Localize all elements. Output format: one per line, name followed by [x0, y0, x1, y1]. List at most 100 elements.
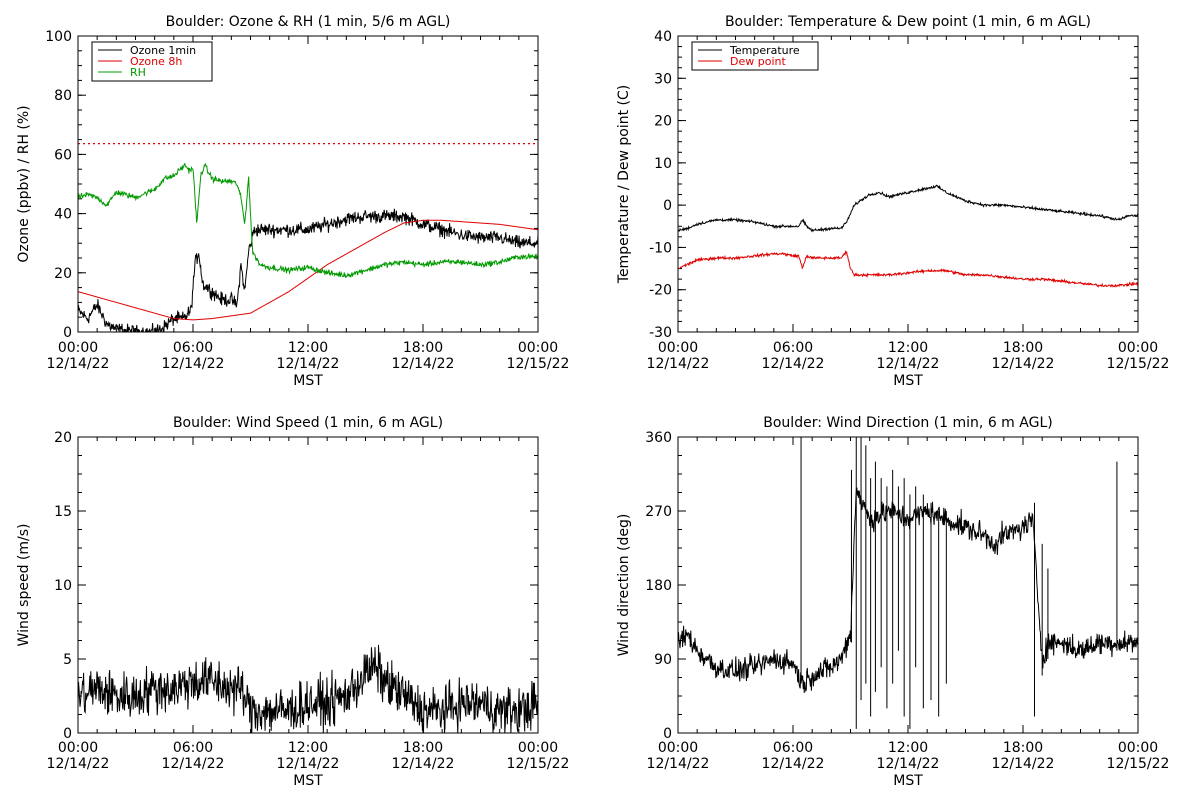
y-tick-label: 0: [63, 325, 72, 341]
plot-area: [78, 644, 538, 733]
x-tick-time-label: 00:00: [658, 740, 698, 756]
legend-label: Dew point: [730, 55, 786, 68]
legend-label: Ozone 8h: [130, 55, 182, 68]
y-tick-label: 10: [54, 578, 72, 594]
x-tick-time-label: 00:00: [58, 340, 98, 356]
plot-frame: [77, 35, 539, 333]
x-tick-date-label: 12/14/22: [392, 356, 455, 372]
legend-box: [691, 41, 819, 71]
plot-frame: [77, 436, 539, 734]
x-tick-date-label: 12/15/22: [507, 756, 570, 772]
y-axis-label: Ozone (ppbv) / RH (%): [16, 105, 32, 262]
x-axis-label: MST: [293, 773, 323, 789]
chart-title: Boulder: Wind Direction (1 min, 6 m AGL): [763, 415, 1052, 431]
plot-frame: [677, 436, 1139, 734]
x-tick-time-label: 06:00: [773, 740, 813, 756]
x-axis-label: MST: [893, 773, 923, 789]
x-tick-time-label: 18:00: [403, 740, 443, 756]
y-tick-label: 100: [45, 29, 72, 45]
y-tick-label: 40: [654, 29, 672, 45]
y-tick-label: 20: [654, 114, 672, 130]
x-tick-time-label: 00:00: [658, 340, 698, 356]
x-tick-date-label: 12/14/22: [877, 356, 940, 372]
y-tick-label: 270: [645, 504, 672, 520]
plot-area: [678, 184, 1138, 288]
y-axis-label: Temperature / Dew point (C): [616, 85, 632, 284]
y-tick-label: -20: [649, 283, 672, 299]
x-tick-date-label: 12/14/22: [277, 356, 340, 372]
x-axis-label: MST: [293, 373, 323, 389]
x-tick-time-label: 00:00: [1118, 340, 1158, 356]
series-line-rh: [78, 162, 538, 279]
series-line-ozone-1min: [78, 208, 538, 332]
x-tick-time-label: 12:00: [888, 740, 928, 756]
x-tick-time-label: 00:00: [58, 740, 98, 756]
plot-frame: [677, 35, 1139, 333]
y-axis-label: Wind speed (m/s): [16, 524, 32, 647]
x-tick-time-label: 18:00: [1003, 340, 1043, 356]
chart-title: Boulder: Wind Speed (1 min, 6 m AGL): [173, 415, 443, 431]
x-tick-date-label: 12/14/22: [162, 756, 225, 772]
x-tick-time-label: 06:00: [773, 340, 813, 356]
chart-panel-4: Boulder: Wind Direction (1 min, 6 m AGL)…: [616, 415, 1169, 789]
x-tick-time-label: 06:00: [173, 340, 213, 356]
legend-label: RH: [130, 66, 146, 79]
x-tick-date-label: 12/14/22: [877, 756, 940, 772]
series-line-1: [78, 644, 538, 733]
y-tick-label: 0: [63, 726, 72, 742]
x-tick-time-label: 06:00: [173, 740, 213, 756]
x-tick-date-label: 12/15/22: [1107, 356, 1170, 372]
plot-area: [678, 437, 1138, 729]
y-tick-label: 40: [54, 207, 72, 223]
y-tick-label: 0: [663, 198, 672, 214]
y-tick-label: 80: [54, 88, 72, 104]
series-line-temperature: [678, 184, 1138, 233]
chart-title: Boulder: Ozone & RH (1 min, 5/6 m AGL): [166, 14, 451, 30]
x-axis-label: MST: [893, 373, 923, 389]
chart-panel-1: Boulder: Ozone & RH (1 min, 5/6 m AGL) Oz…: [16, 14, 569, 389]
x-tick-time-label: 00:00: [1118, 740, 1158, 756]
x-tick-date-label: 12/14/22: [992, 756, 1055, 772]
x-tick-date-label: 12/14/22: [992, 356, 1055, 372]
series-line-1: [678, 487, 1138, 693]
y-tick-label: 15: [54, 504, 72, 520]
x-tick-date-label: 12/14/22: [47, 756, 110, 772]
x-tick-date-label: 12/14/22: [277, 756, 340, 772]
x-tick-time-label: 00:00: [518, 340, 558, 356]
legend-label: Ozone 1min: [130, 44, 196, 57]
y-tick-label: 20: [54, 430, 72, 446]
y-tick-label: 5: [63, 652, 72, 668]
x-tick-time-label: 12:00: [888, 340, 928, 356]
y-tick-label: 20: [54, 266, 72, 282]
y-tick-label: 0: [663, 726, 672, 742]
x-tick-date-label: 12/14/22: [47, 356, 110, 372]
x-tick-date-label: 12/14/22: [647, 756, 710, 772]
x-tick-date-label: 12/14/22: [392, 756, 455, 772]
x-tick-date-label: 12/14/22: [762, 756, 825, 772]
x-tick-date-label: 12/14/22: [162, 356, 225, 372]
x-tick-date-label: 12/14/22: [762, 356, 825, 372]
x-tick-time-label: 18:00: [403, 340, 443, 356]
chart-panel-3: Boulder: Wind Speed (1 min, 6 m AGL) Wind…: [16, 415, 569, 789]
x-tick-date-label: 12/14/22: [647, 356, 710, 372]
y-tick-label: -30: [649, 325, 672, 341]
x-tick-time-label: 18:00: [1003, 740, 1043, 756]
chart-panel-2: Boulder: Temperature & Dew point (1 min,…: [616, 14, 1169, 389]
chart-title: Boulder: Temperature & Dew point (1 min,…: [725, 14, 1091, 30]
plot-area: [78, 143, 538, 332]
y-tick-label: 180: [645, 578, 672, 594]
x-tick-date-label: 12/15/22: [1107, 756, 1170, 772]
x-tick-date-label: 12/15/22: [507, 356, 570, 372]
y-tick-label: 360: [645, 430, 672, 446]
series-line-dew-point: [678, 250, 1138, 288]
y-tick-label: 10: [654, 156, 672, 172]
y-tick-label: 90: [654, 652, 672, 668]
y-tick-label: 60: [54, 147, 72, 163]
x-tick-time-label: 12:00: [288, 340, 328, 356]
x-tick-time-label: 00:00: [518, 740, 558, 756]
y-tick-label: 30: [654, 71, 672, 87]
y-axis-label: Wind direction (deg): [616, 514, 632, 657]
x-tick-time-label: 12:00: [288, 740, 328, 756]
legend-label: Temperature: [729, 44, 800, 57]
